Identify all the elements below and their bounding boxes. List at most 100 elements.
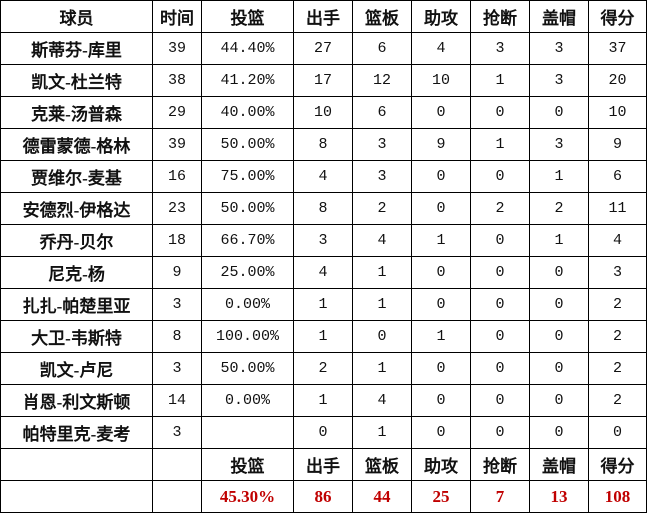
cell-time: 3 — [152, 416, 202, 449]
cell-player: 帕特里克-麦考 — [0, 416, 153, 449]
cell-blocks: 0 — [529, 384, 589, 417]
cell-fg-pct: 0.00% — [201, 384, 294, 417]
cell-assists: 0 — [411, 352, 471, 385]
cell-time: 39 — [152, 128, 202, 161]
cell-points: 0 — [588, 416, 647, 449]
cell-assists: 0 — [411, 384, 471, 417]
cell-player: 凯文-杜兰特 — [0, 64, 153, 97]
cell-steals: 0 — [470, 416, 530, 449]
cell-fg-pct: 40.00% — [201, 96, 294, 129]
cell-attempts: 2 — [293, 352, 353, 385]
cell-steals: 0 — [470, 320, 530, 353]
cell-time: 8 — [152, 320, 202, 353]
cell-points: 2 — [588, 352, 647, 385]
table-row: 斯蒂芬-库里 39 44.40% 27 6 4 3 3 37 — [0, 32, 647, 65]
cell-assists: 1 — [411, 320, 471, 353]
table-row: 尼克-杨 9 25.00% 4 1 0 0 0 3 — [0, 256, 647, 289]
table-row: 贾维尔-麦基 16 75.00% 4 3 0 0 1 6 — [0, 160, 647, 193]
cell-player: 扎扎-帕楚里亚 — [0, 288, 153, 321]
cell-time: 3 — [152, 352, 202, 385]
cell-player: 大卫-韦斯特 — [0, 320, 153, 353]
cell-attempts: 8 — [293, 128, 353, 161]
table-row: 凯文-杜兰特 38 41.20% 17 12 10 1 3 20 — [0, 64, 647, 97]
header-fg-pct: 投篮 — [201, 0, 294, 33]
cell-blocks: 1 — [529, 224, 589, 257]
cell-points: 3 — [588, 256, 647, 289]
table-row: 扎扎-帕楚里亚 3 0.00% 1 1 0 0 0 2 — [0, 288, 647, 321]
cell-steals: 1 — [470, 64, 530, 97]
header-attempts: 出手 — [293, 0, 353, 33]
cell-time: 38 — [152, 64, 202, 97]
summary-header-rebounds: 篮板 — [352, 448, 412, 481]
cell-rebounds: 3 — [352, 160, 412, 193]
cell-attempts: 0 — [293, 416, 353, 449]
cell-rebounds: 1 — [352, 256, 412, 289]
cell-rebounds: 1 — [352, 416, 412, 449]
cell-blocks: 0 — [529, 256, 589, 289]
cell-attempts: 1 — [293, 384, 353, 417]
cell-rebounds: 2 — [352, 192, 412, 225]
total-assists: 25 — [411, 480, 471, 513]
cell-assists: 0 — [411, 256, 471, 289]
summary-header-fg-pct: 投篮 — [201, 448, 294, 481]
header-assists: 助攻 — [411, 0, 471, 33]
cell-time: 9 — [152, 256, 202, 289]
cell-points: 2 — [588, 320, 647, 353]
total-rebounds: 44 — [352, 480, 412, 513]
summary-header-time — [152, 448, 202, 481]
cell-points: 10 — [588, 96, 647, 129]
cell-points: 2 — [588, 384, 647, 417]
table-row: 肖恩-利文斯顿 14 0.00% 1 4 0 0 0 2 — [0, 384, 647, 417]
cell-rebounds: 12 — [352, 64, 412, 97]
cell-rebounds: 6 — [352, 32, 412, 65]
cell-time: 3 — [152, 288, 202, 321]
cell-assists: 0 — [411, 96, 471, 129]
cell-steals: 0 — [470, 96, 530, 129]
cell-time: 18 — [152, 224, 202, 257]
table-row: 安德烈-伊格达 23 50.00% 8 2 0 2 2 11 — [0, 192, 647, 225]
cell-rebounds: 3 — [352, 128, 412, 161]
cell-time: 23 — [152, 192, 202, 225]
summary-header-steals: 抢断 — [470, 448, 530, 481]
table-row: 帕特里克-麦考 3 0 1 0 0 0 0 — [0, 416, 647, 449]
cell-steals: 1 — [470, 128, 530, 161]
header-rebounds: 篮板 — [352, 0, 412, 33]
cell-rebounds: 4 — [352, 384, 412, 417]
cell-fg-pct: 0.00% — [201, 288, 294, 321]
summary-header-attempts: 出手 — [293, 448, 353, 481]
cell-assists: 9 — [411, 128, 471, 161]
cell-player: 德雷蒙德-格林 — [0, 128, 153, 161]
cell-assists: 10 — [411, 64, 471, 97]
cell-fg-pct: 50.00% — [201, 352, 294, 385]
cell-time: 29 — [152, 96, 202, 129]
cell-assists: 0 — [411, 416, 471, 449]
cell-steals: 0 — [470, 288, 530, 321]
cell-time: 14 — [152, 384, 202, 417]
total-time — [152, 480, 202, 513]
totals-row: 45.30% 86 44 25 7 13 108 — [0, 480, 647, 513]
cell-points: 37 — [588, 32, 647, 65]
cell-player: 尼克-杨 — [0, 256, 153, 289]
cell-fg-pct: 75.00% — [201, 160, 294, 193]
cell-points: 6 — [588, 160, 647, 193]
cell-fg-pct: 50.00% — [201, 192, 294, 225]
table-row: 克莱-汤普森 29 40.00% 10 6 0 0 0 10 — [0, 96, 647, 129]
header-time: 时间 — [152, 0, 202, 33]
cell-steals: 0 — [470, 352, 530, 385]
total-points: 108 — [588, 480, 647, 513]
summary-header-blocks: 盖帽 — [529, 448, 589, 481]
table-row: 大卫-韦斯特 8 100.00% 1 0 1 0 0 2 — [0, 320, 647, 353]
cell-steals: 0 — [470, 256, 530, 289]
cell-attempts: 4 — [293, 160, 353, 193]
cell-points: 2 — [588, 288, 647, 321]
header-row: 球员 时间 投篮 出手 篮板 助攻 抢断 盖帽 得分 — [0, 0, 647, 33]
cell-assists: 4 — [411, 32, 471, 65]
cell-player: 肖恩-利文斯顿 — [0, 384, 153, 417]
header-player: 球员 — [0, 0, 153, 33]
table-row: 德雷蒙德-格林 39 50.00% 8 3 9 1 3 9 — [0, 128, 647, 161]
cell-fg-pct: 44.40% — [201, 32, 294, 65]
cell-player: 凯文-卢尼 — [0, 352, 153, 385]
cell-fg-pct: 66.70% — [201, 224, 294, 257]
cell-attempts: 17 — [293, 64, 353, 97]
cell-rebounds: 1 — [352, 288, 412, 321]
